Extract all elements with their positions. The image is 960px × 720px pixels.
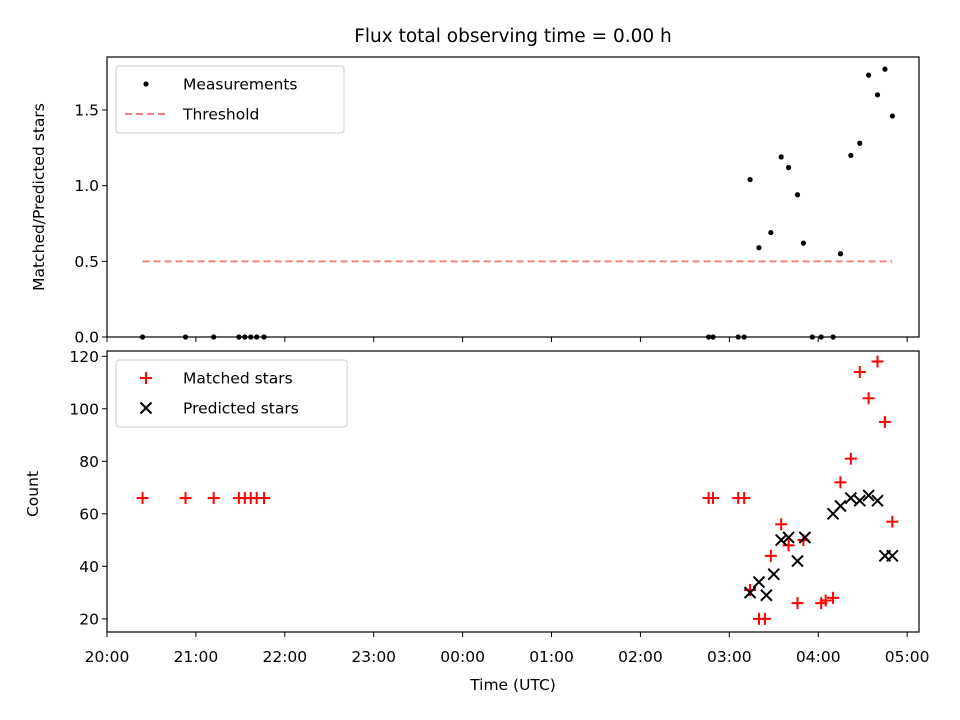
measurements-point [778, 154, 784, 160]
top-y-tick-label: 1.0 [74, 177, 99, 195]
x-tick-label: 01:00 [529, 648, 574, 666]
measurements-legend-label: Measurements [183, 76, 298, 94]
predicted-stars-point [782, 531, 795, 544]
x-tick-label: 00:00 [440, 648, 485, 666]
matched-stars-legend-swatch [140, 372, 152, 384]
measurements-point [866, 72, 872, 78]
matched-stars-point [758, 612, 771, 625]
bottom-plot-frame [106, 350, 920, 633]
measurements-point [874, 92, 881, 98]
predicted-stars-point [834, 499, 847, 513]
measurements-point [756, 245, 762, 251]
x-axis-label: Time (UTC) [469, 676, 556, 694]
bottom-panel: 20 40 60 80 100 120 20:00 21:00 22:00 23:00 00:00 0… [69, 348, 929, 666]
matched-stars-point [862, 392, 875, 405]
matched-stars-point [827, 591, 840, 604]
top-y-tick-label: 0.5 [74, 253, 99, 271]
top-chart-title: Flux total observing time = 0.00 h [354, 26, 672, 47]
bottom-y-axis-label: Count [24, 471, 42, 517]
bottom-y-tick-label: 100 [69, 400, 99, 418]
threshold-legend-label: Threshold [182, 106, 259, 124]
matched-stars-point [878, 415, 891, 428]
measurements-point [794, 192, 801, 198]
measurements-point [848, 152, 854, 158]
predicted-stars-point [743, 586, 757, 599]
predicted-stars-point [760, 589, 773, 602]
matched-stars-point [207, 492, 220, 505]
measurements-point [882, 66, 888, 72]
measurements-legend-swatch [143, 81, 149, 87]
x-tick-label: 04:00 [796, 648, 841, 666]
bottom-y-tick-label: 20 [79, 610, 99, 628]
predicted-stars-point [791, 554, 804, 568]
predicted-stars-legend-label: Predicted stars [183, 400, 299, 418]
matched-stars-legend-label: Matched stars [183, 370, 293, 388]
bottom-y-tick-label: 80 [79, 453, 99, 471]
predicted-stars-point [774, 533, 788, 547]
predicted-stars-point [798, 531, 812, 544]
measurements-point [786, 164, 792, 171]
matched-stars-point [782, 539, 795, 552]
x-tick-label: 02:00 [618, 648, 663, 666]
bottom-y-tick-label: 60 [79, 505, 99, 523]
measurements-point [857, 140, 863, 146]
measurements-point [747, 176, 753, 183]
predicted-stars-point [767, 568, 780, 581]
matched-stars-point [853, 366, 866, 379]
bottom-y-tick-label: 40 [79, 558, 99, 576]
x-tick-label: 21:00 [174, 648, 219, 666]
predicted-stars-point [886, 549, 899, 563]
top-plot-frame [106, 56, 920, 338]
predicted-stars-point [862, 489, 875, 502]
matched-stars-point [258, 492, 271, 505]
measurements-point [837, 251, 844, 257]
predicted-stars-point [752, 575, 766, 589]
predicted-stars-point [871, 494, 884, 507]
matched-stars-point [886, 515, 899, 528]
measurements-point [768, 229, 774, 236]
matched-stars-point [136, 492, 149, 505]
predicted-stars-legend-swatch [139, 401, 153, 415]
top-panel: 0.0 0.5 1.0 1.5 Measurements Threshold [74, 56, 920, 347]
matched-stars-point [834, 476, 847, 489]
matched-stars-point [844, 452, 857, 465]
x-tick-label: 20:00 [85, 648, 130, 666]
matched-stars-point [738, 492, 751, 505]
matched-stars-point [764, 549, 777, 562]
matched-stars-point [819, 594, 832, 607]
matched-stars-point [871, 355, 884, 368]
measurements-point [889, 113, 895, 119]
predicted-stars-point [853, 494, 866, 507]
matched-stars-point [775, 518, 788, 531]
x-tick-label: 23:00 [351, 648, 396, 666]
x-tick-label: 05:00 [885, 648, 930, 666]
matched-stars-point [791, 597, 804, 610]
top-y-tick-label: 1.5 [74, 101, 99, 119]
matched-stars-point [179, 492, 192, 505]
top-y-axis-label: Matched/Predicted stars [30, 103, 48, 291]
top-y-tick-label: 0.0 [74, 329, 99, 347]
matched-stars-point [707, 492, 720, 505]
x-tick-label: 22:00 [262, 648, 307, 666]
measurements-point [800, 240, 807, 246]
bottom-legend-box [115, 359, 348, 428]
predicted-stars-point [844, 491, 858, 505]
top-legend-box [115, 65, 345, 134]
x-tick-label: 03:00 [707, 648, 752, 666]
bottom-y-tick-label: 120 [69, 348, 99, 366]
